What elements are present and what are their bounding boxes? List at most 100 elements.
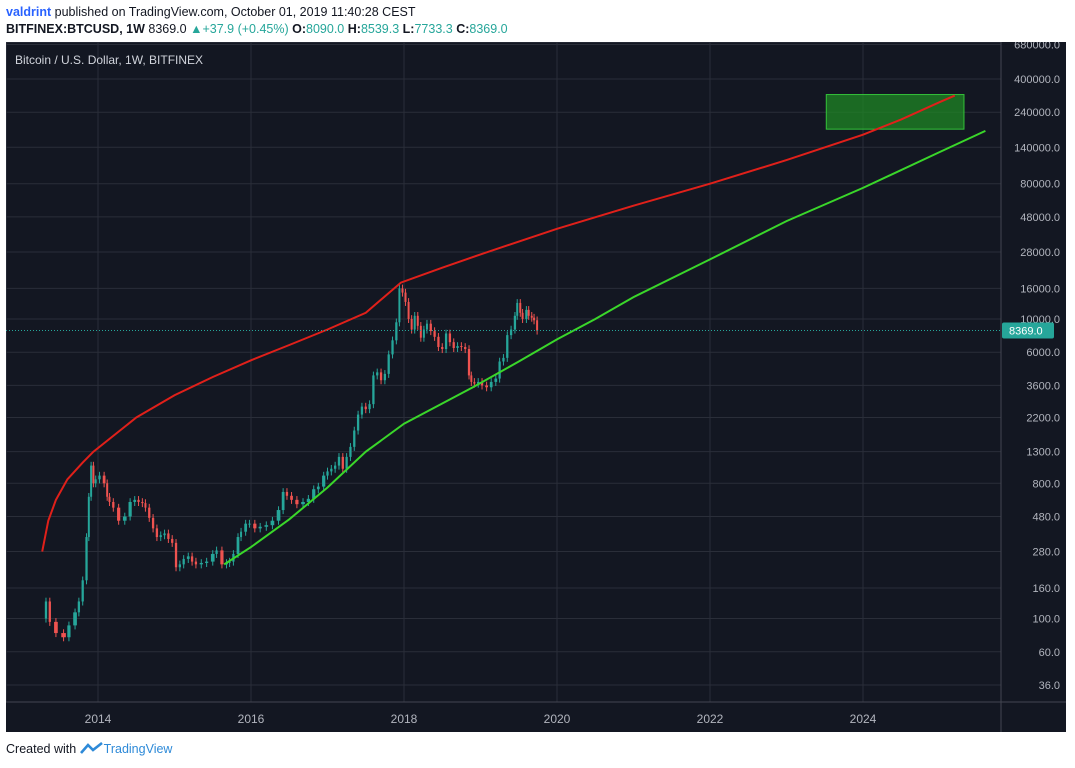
candle-body — [422, 329, 425, 338]
candle-body — [258, 526, 262, 529]
candle-body — [44, 601, 48, 619]
candle-body — [182, 558, 185, 565]
candle-body — [530, 315, 533, 318]
candle-body — [248, 523, 251, 525]
candle-body — [379, 372, 383, 381]
candle-body — [425, 323, 428, 330]
y-tick-label: 80000.0 — [1020, 179, 1060, 191]
chart-panel[interactable]: 680000.0 400000.0 240000.0 140000.0 80000.0 4… — [6, 42, 1066, 732]
candle-body — [387, 354, 390, 374]
candle-body — [477, 381, 480, 384]
candle-body — [519, 302, 522, 313]
candles — [44, 284, 539, 642]
y-tick-label: 6000.0 — [1026, 347, 1060, 359]
publish-line: valdrint published on TradingView.com, O… — [6, 4, 1066, 21]
y-tick-label: 16000.0 — [1020, 283, 1060, 295]
target-zone — [825, 94, 965, 130]
candle-body — [437, 336, 440, 347]
candle-body — [330, 468, 333, 472]
tradingview-logo-icon[interactable] — [79, 741, 104, 756]
candle-body — [77, 601, 81, 613]
candle-body — [137, 499, 140, 502]
candle-body — [485, 385, 488, 388]
candle-body — [419, 325, 422, 338]
open-value: 8090.0 — [306, 22, 345, 36]
candle-body — [290, 495, 293, 500]
open-label: O: — [292, 22, 307, 36]
candle-body — [281, 491, 285, 511]
candle-body — [356, 414, 360, 431]
lower-curve-line[interactable] — [223, 129, 986, 566]
candle-body — [464, 346, 467, 350]
candle-body — [404, 292, 407, 302]
symbol-label: BITFINEX:BTCUSD, 1W — [6, 22, 145, 36]
candle-body — [345, 456, 348, 469]
chart-background — [6, 42, 1066, 732]
candle-body — [536, 320, 539, 331]
chart-title: Bitcoin / U.S. Dollar, 1W, BITFINEX — [15, 53, 203, 67]
candle-body — [506, 335, 509, 358]
x-tick-label: 2018 — [391, 712, 418, 726]
candle-body — [148, 507, 151, 518]
candle-body — [516, 302, 519, 316]
y-tick-label: 280.0 — [1032, 547, 1060, 559]
candle-body — [174, 542, 178, 568]
candle-body — [92, 465, 95, 484]
candle-body — [533, 317, 536, 321]
y-tick-label: 140000.0 — [1014, 142, 1060, 154]
candle-body — [108, 496, 111, 502]
y-tick-label: 3600.0 — [1026, 380, 1060, 392]
published-text: published on TradingView.com, October 01… — [51, 5, 416, 19]
price-change: +37.9 (+0.45%) — [202, 22, 289, 36]
candle-body — [372, 375, 375, 405]
candle-body — [106, 483, 109, 497]
author-link[interactable]: valdrint — [6, 5, 52, 19]
y-tick-label: 28000.0 — [1020, 247, 1060, 259]
candle-body — [460, 345, 463, 347]
candle-body — [199, 562, 203, 565]
candle-body — [155, 528, 159, 538]
y-tick-label: 48000.0 — [1020, 212, 1060, 224]
candle-body — [326, 471, 329, 476]
candle-body — [341, 456, 344, 469]
candle-body — [215, 550, 218, 554]
candle-body — [276, 510, 281, 521]
candle-body — [54, 621, 58, 634]
candle-body — [270, 520, 275, 526]
candle-body — [395, 322, 398, 341]
candle-body — [334, 465, 337, 469]
candle-body — [525, 309, 528, 319]
candle-body — [85, 537, 88, 581]
candle-body — [112, 501, 115, 508]
candle-body — [413, 315, 416, 330]
axes: 680000.0 400000.0 240000.0 140000.0 80000.0 4… — [6, 42, 1066, 732]
y-tick-label: 2200.0 — [1026, 412, 1060, 424]
candle-body — [448, 333, 452, 343]
last-price-tag: 8369.0 — [1002, 322, 1054, 339]
price-chart[interactable]: 680000.0 400000.0 240000.0 140000.0 80000.0 4… — [6, 42, 1066, 732]
candle-body — [364, 406, 367, 410]
candle-body — [240, 531, 243, 538]
created-with-label: Created with — [6, 742, 77, 756]
candle-body — [264, 525, 269, 527]
tradingview-brand[interactable]: TradingView — [103, 742, 173, 756]
candle-body — [171, 538, 174, 543]
candle-body — [322, 475, 326, 487]
candle-body — [61, 633, 66, 638]
x-tick-label: 2024 — [850, 712, 877, 726]
candle-body — [81, 580, 84, 602]
upper-curve-line[interactable] — [41, 94, 956, 552]
candle-body — [360, 406, 364, 415]
y-tick-label: 680000.0 — [1014, 42, 1060, 51]
low-label: L: — [402, 22, 415, 36]
x-tick-label: 2022 — [697, 712, 724, 726]
candle-body — [295, 499, 299, 505]
candle-body — [73, 612, 77, 626]
high-value: 8539.3 — [360, 22, 400, 36]
candle-body — [133, 499, 137, 502]
candle-body — [456, 345, 459, 348]
candle-body — [253, 523, 257, 529]
candle-body — [452, 342, 455, 348]
y-tick-label: 480.0 — [1032, 511, 1060, 523]
candle-body — [87, 496, 90, 538]
